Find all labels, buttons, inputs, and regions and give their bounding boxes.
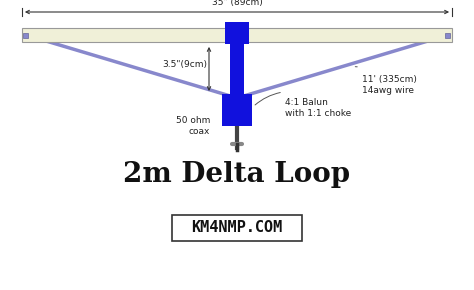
Bar [222, 94, 252, 126]
Bar [225, 22, 249, 44]
Bar [230, 44, 244, 94]
Bar [24, 32, 28, 37]
Bar [172, 215, 302, 241]
Text: 50 ohm
coax: 50 ohm coax [176, 116, 210, 136]
Text: 11' (335cm)
14awg wire: 11' (335cm) 14awg wire [362, 75, 417, 95]
Text: KM4NMP.COM: KM4NMP.COM [191, 220, 283, 235]
Bar [22, 28, 452, 42]
Text: 3.5"(9cm): 3.5"(9cm) [162, 61, 207, 70]
Text: 2m Delta Loop: 2m Delta Loop [123, 162, 351, 188]
Bar [446, 32, 450, 37]
Text: 35" (89cm): 35" (89cm) [211, 0, 263, 7]
Text: 4:1 Balun
with 1:1 choke: 4:1 Balun with 1:1 choke [285, 98, 351, 118]
